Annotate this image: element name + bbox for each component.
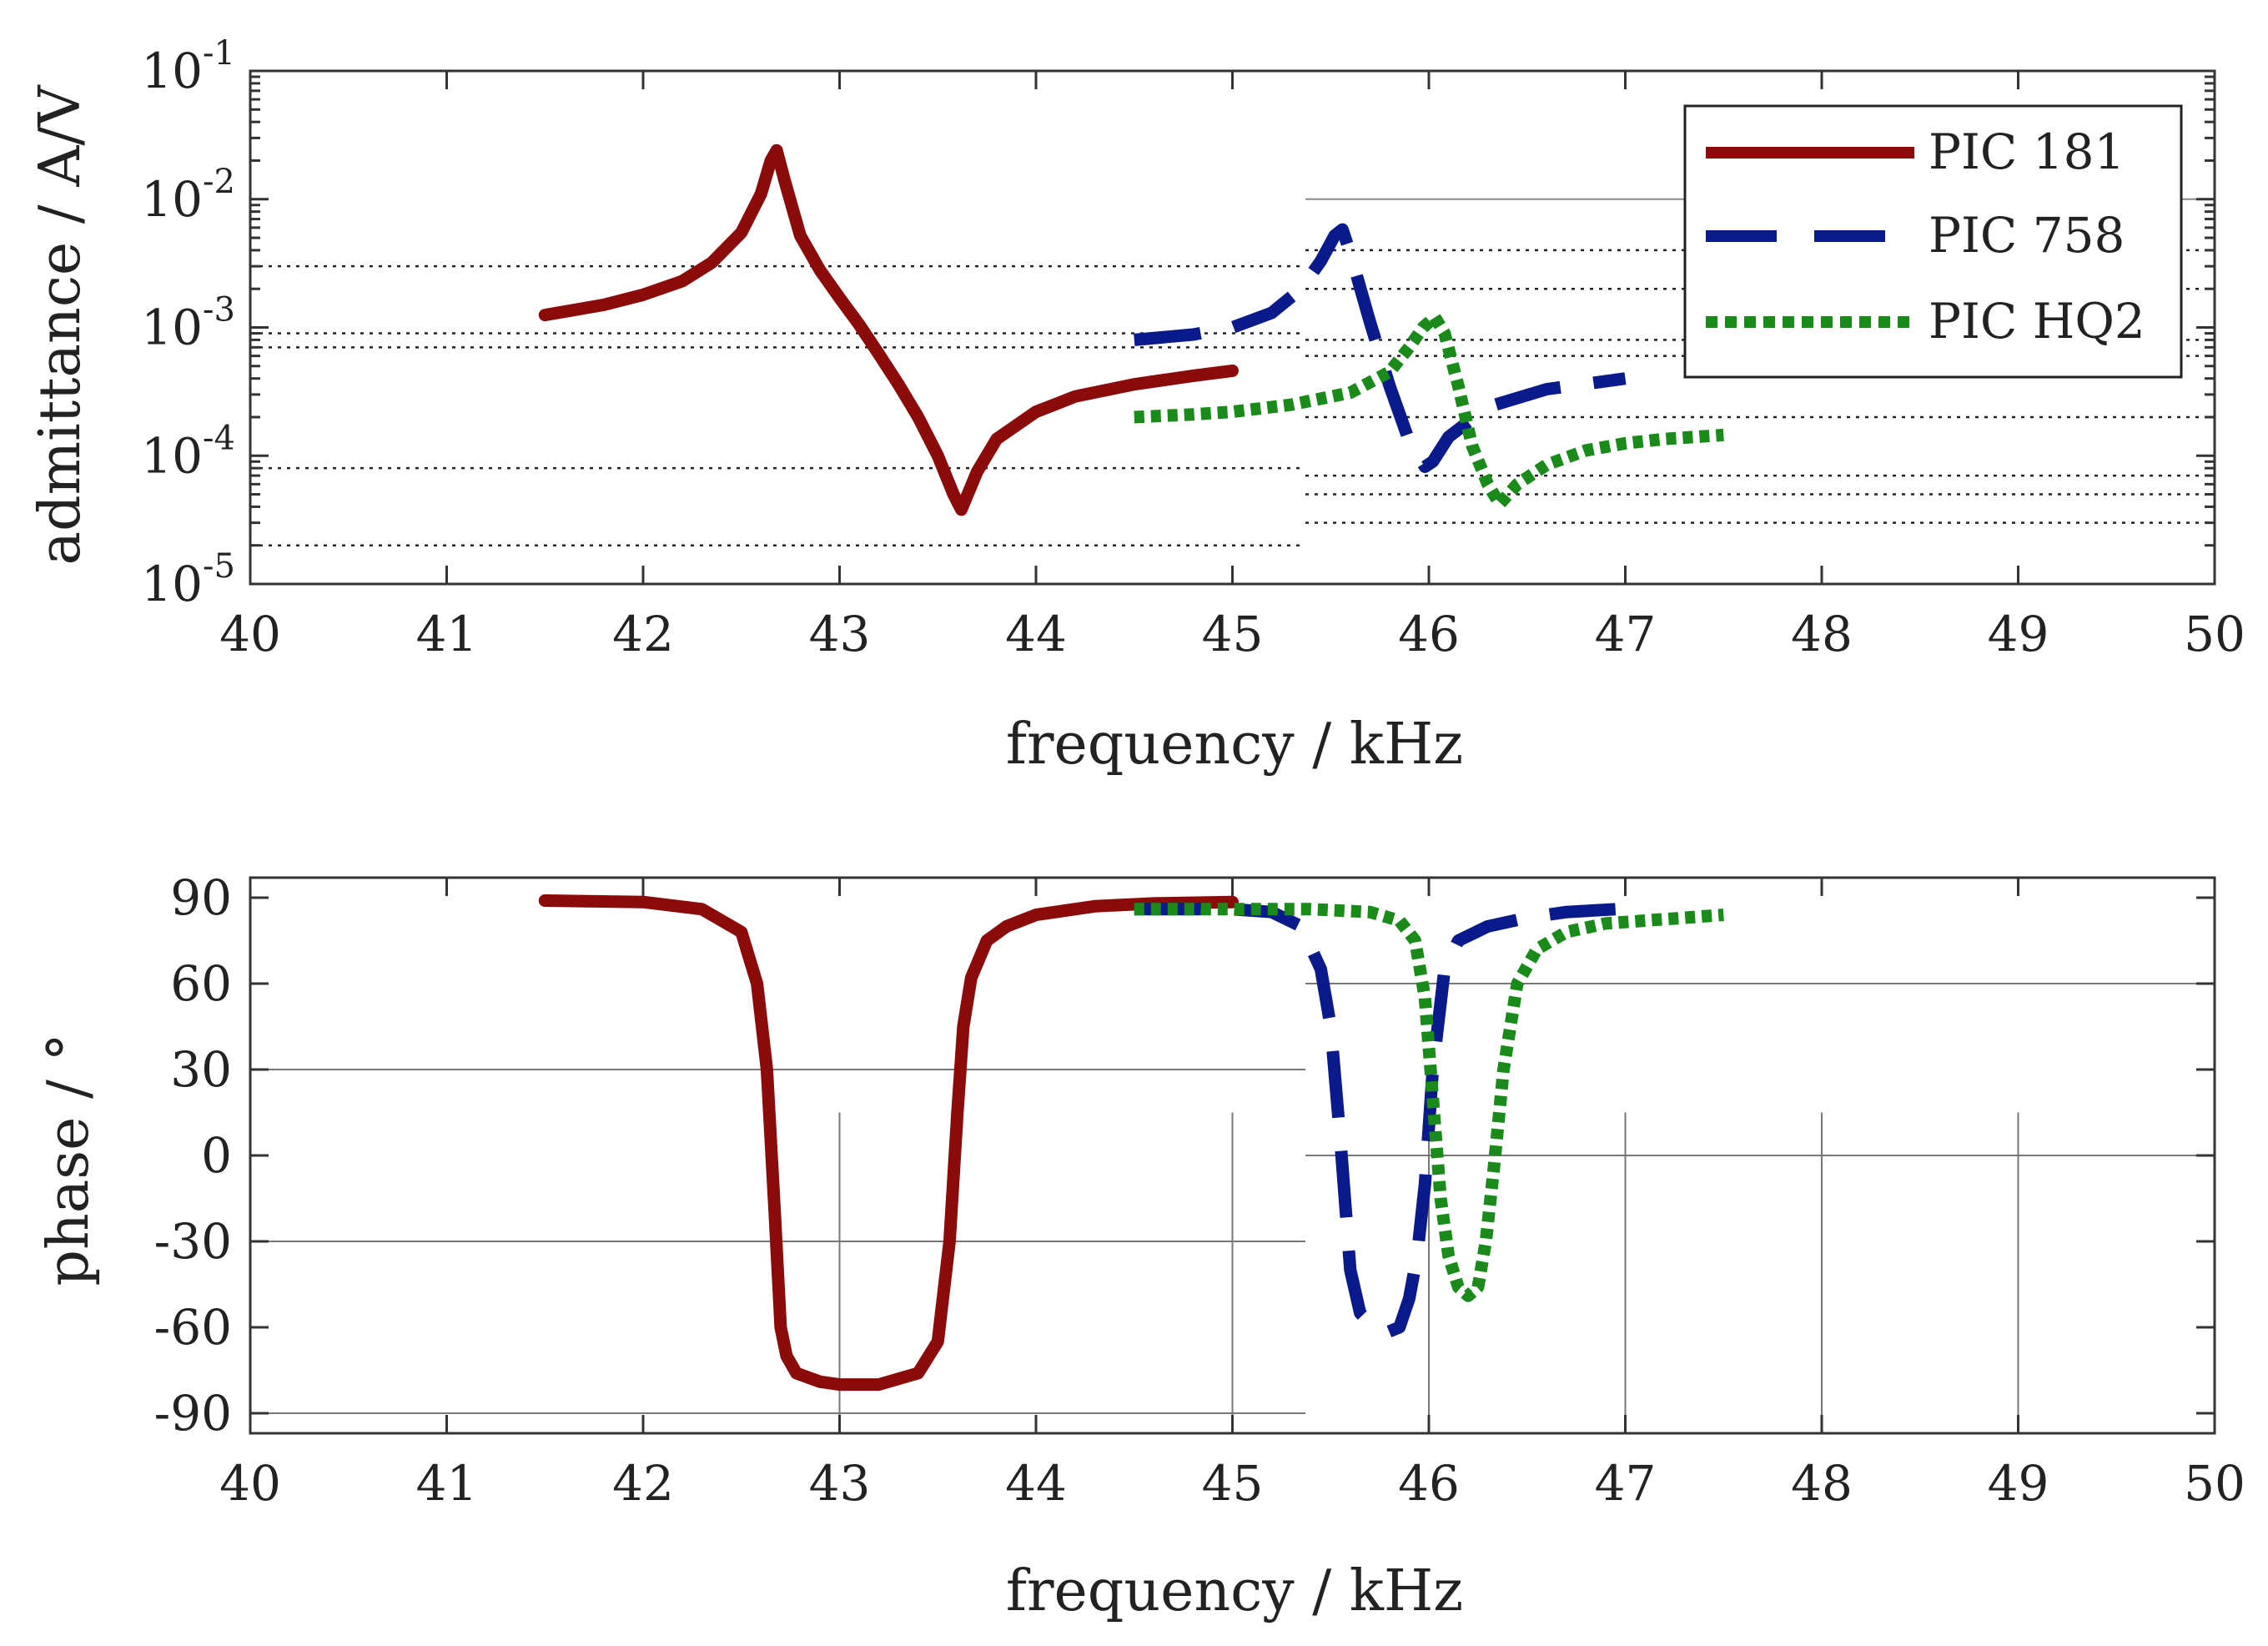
admittance-x-axis-label: frequency / kHz: [1006, 712, 1463, 778]
admittance-series: [538, 143, 1724, 516]
y-tick-label-1e-2: 10-2: [141, 163, 235, 228]
admittance-series-pic-hq2: [1134, 310, 1724, 511]
admittance-y-tick-labels: 10-5 10-4 10-3 10-2 10-1: [141, 34, 235, 612]
x-tick-label-42: 42: [612, 606, 674, 662]
x-tick-label-49: 49: [1988, 606, 2049, 662]
legend-label-pic-758: PIC 758: [1929, 207, 2125, 264]
admittance-axes-frame: [249, 69, 2216, 586]
phase-plot: 40 41 42 43 44 45 46 47 48 49 50 -90-60-300306090 …: [36, 869, 2245, 1624]
x-tick-label-49: 49: [1988, 1455, 2049, 1512]
x-tick-label-40: 40: [219, 606, 281, 662]
x-tick-label-50: 50: [2184, 1455, 2245, 1512]
legend: PIC 181 PIC 758 PIC HQ2: [1683, 104, 2183, 379]
x-tick-label-46: 46: [1398, 606, 1460, 662]
legend-entry-pic-758: PIC 758: [1706, 207, 2125, 264]
y-tick-label-60: 60: [170, 955, 232, 1012]
x-tick-label-44: 44: [1005, 606, 1067, 662]
x-tick-label-48: 48: [1791, 606, 1853, 662]
x-tick-label-41: 41: [416, 1455, 478, 1512]
y-tick-label-1e-5: 10-5: [141, 547, 235, 612]
x-tick-label-42: 42: [612, 1455, 674, 1512]
x-tick-label-47: 47: [1595, 1455, 1657, 1512]
phase-series: [538, 894, 1724, 1392]
phase-series-pic-hq2: [1134, 903, 1724, 1302]
phase-series-pic-758: [1134, 903, 1617, 1340]
admittance-plot: 40 41 42 43 44 45 46 47 48 49 50 10-510-410-310-21…: [28, 34, 2245, 778]
x-tick-label-43: 43: [809, 1455, 871, 1512]
y-tick-label-0: 0: [201, 1127, 232, 1184]
x-tick-label-41: 41: [416, 606, 478, 662]
y-tick-label-60: -60: [154, 1299, 232, 1356]
y-tick-label-90: -90: [154, 1385, 232, 1442]
legend-entry-pic-hq2: PIC HQ2: [1706, 293, 2145, 350]
admittance-x-tick-labels: 40 41 42 43 44 45 46 47 48 49 50: [219, 606, 2245, 662]
phase-series-pic-181: [538, 894, 1239, 1392]
y-tick-label-90: 90: [170, 869, 232, 926]
x-tick-label-47: 47: [1595, 606, 1657, 662]
admittance-ticks: [249, 69, 2216, 586]
x-tick-label-45: 45: [1202, 1455, 1264, 1512]
y-tick-label-1e-4: 10-4: [141, 419, 235, 484]
legend-entry-pic-181: PIC 181: [1706, 123, 2125, 180]
x-tick-label-48: 48: [1791, 1455, 1853, 1512]
admittance-series-pic-181: [538, 143, 1239, 516]
x-tick-label-43: 43: [809, 606, 871, 662]
legend-label-pic-181: PIC 181: [1929, 123, 2125, 180]
x-tick-label-40: 40: [219, 1455, 281, 1512]
x-tick-label-44: 44: [1005, 1455, 1067, 1512]
y-tick-label-1e-1: 10-1: [141, 34, 235, 99]
phase-x-tick-labels: 40 41 42 43 44 45 46 47 48 49 50: [219, 1455, 2245, 1512]
admittance-series-pic-758: [1134, 223, 1627, 473]
y-tick-label-30: 30: [170, 1041, 232, 1098]
admittance-y-axis-label: admittance / A/V: [28, 84, 93, 566]
phase-y-axis-label: phase / °: [36, 1033, 102, 1286]
phase-x-axis-label: frequency / kHz: [1006, 1558, 1463, 1624]
y-tick-label-1e-3: 10-3: [141, 291, 235, 356]
x-tick-label-50: 50: [2184, 606, 2245, 662]
y-tick-label-30: -30: [154, 1213, 232, 1270]
phase-ticks: [249, 878, 2216, 1433]
x-tick-label-46: 46: [1398, 1455, 1460, 1512]
x-tick-label-45: 45: [1202, 606, 1264, 662]
phase-y-tick-labels: -90 -60 -30 0 30 60 90: [154, 869, 232, 1442]
phase-axes-frame: [249, 876, 2216, 1435]
legend-label-pic-hq2: PIC HQ2: [1929, 293, 2145, 350]
